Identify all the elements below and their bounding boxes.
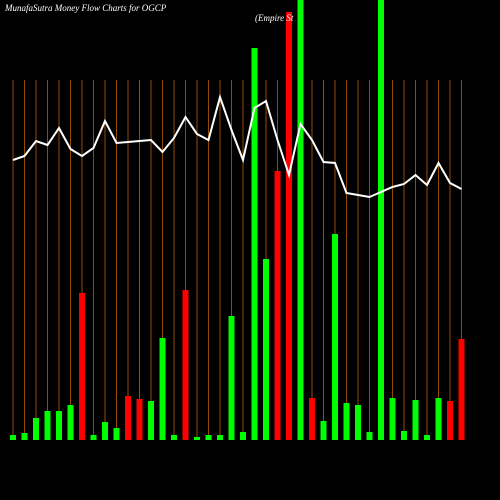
- bar: [217, 435, 223, 440]
- bar: [194, 437, 200, 440]
- bar: [309, 398, 315, 440]
- bar: [90, 435, 97, 440]
- bar: [286, 12, 292, 440]
- bar: [182, 290, 189, 440]
- bar: [412, 400, 419, 440]
- bar: [125, 396, 131, 440]
- bar: [251, 48, 258, 440]
- bar: [148, 401, 154, 440]
- bars: [10, 0, 465, 440]
- chart-subtitle: (Empire St: [255, 13, 294, 23]
- bar: [435, 398, 442, 440]
- lines: [12, 93, 462, 199]
- bar: [297, 0, 304, 440]
- bar: [33, 418, 39, 440]
- bar: [458, 339, 465, 440]
- bar: [424, 435, 430, 440]
- bar: [10, 435, 16, 440]
- bar: [228, 316, 235, 440]
- bar: [401, 431, 407, 440]
- bar: [240, 432, 246, 440]
- bar: [171, 435, 177, 440]
- bar: [320, 421, 327, 440]
- bar: [205, 435, 212, 440]
- bar: [79, 293, 85, 440]
- bar: [21, 433, 28, 440]
- bar: [355, 405, 361, 440]
- bar: [102, 422, 108, 440]
- bar: [343, 403, 350, 440]
- bar: [263, 259, 269, 440]
- bar: [447, 401, 453, 440]
- bar: [113, 428, 120, 440]
- bar: [274, 171, 281, 440]
- bar: [389, 398, 396, 440]
- bar: [366, 432, 373, 440]
- chart-title: MunafaSutra Money Flow Charts for OGCP: [4, 3, 167, 13]
- bar: [56, 411, 62, 440]
- money-flow-line: [12, 93, 462, 199]
- bar: [44, 411, 51, 440]
- bar: [378, 0, 384, 440]
- bar: [159, 338, 166, 440]
- bar: [67, 405, 74, 440]
- bar: [136, 399, 143, 440]
- bar: [332, 234, 338, 440]
